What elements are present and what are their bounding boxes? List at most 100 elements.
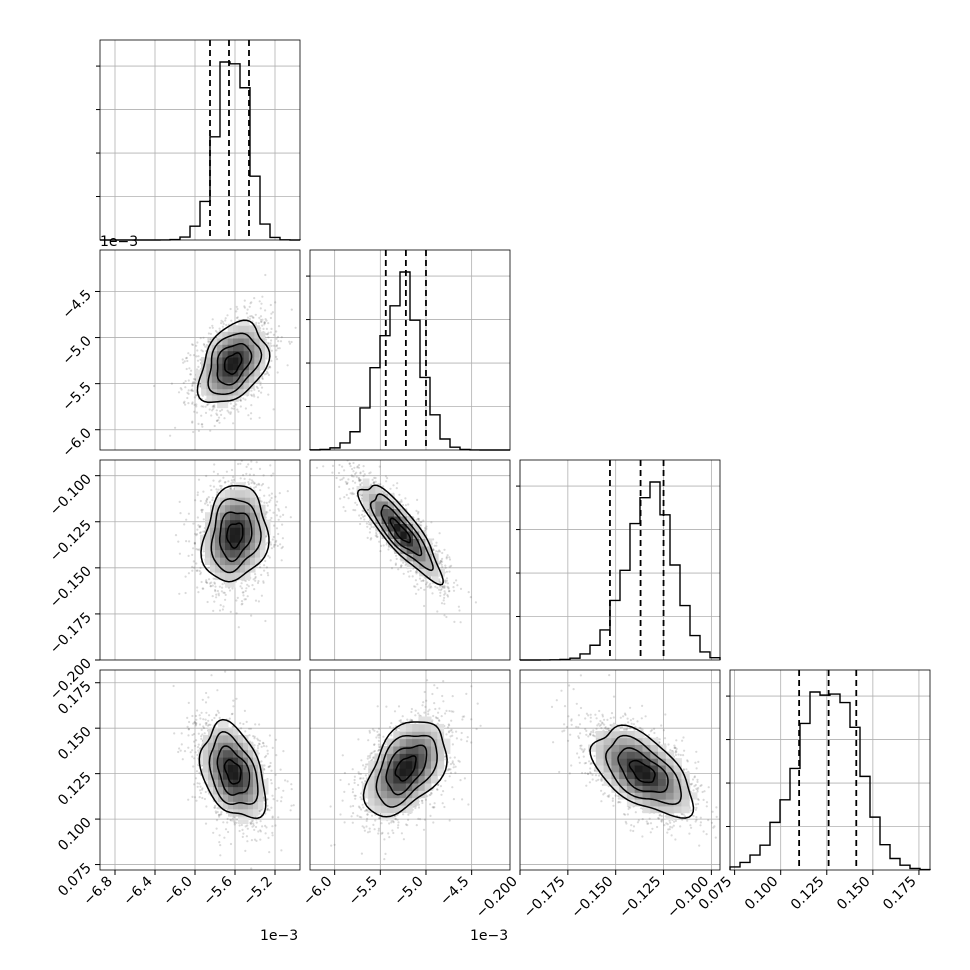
density-cell [245,572,251,581]
sample-point [232,481,235,484]
sample-point [198,569,201,573]
sample-point [235,316,238,320]
sample-point [204,405,207,408]
sample-point [368,531,371,534]
density-cell [255,534,261,543]
sample-point [398,493,401,496]
density-cell [206,363,213,371]
density-cell [225,512,231,521]
sample-point [444,566,447,569]
density-cell [211,388,218,396]
sample-point [263,321,266,324]
sample-point [435,541,438,544]
sample-point [183,360,186,363]
sample-point [352,487,355,490]
sample-point [359,522,362,526]
sample-point [279,515,282,518]
sample-point [207,337,210,341]
sample-point [370,537,373,540]
sample-point [230,482,233,485]
sample-point [205,501,208,504]
sample-point [193,542,196,545]
density-cell [205,557,211,566]
density-cell [235,572,241,581]
density-cell [230,504,236,513]
sample-point [202,405,205,408]
sample-point [193,542,196,546]
sample-point [417,519,420,523]
sample-point [352,470,355,473]
density-cell [238,338,245,345]
sample-point [270,344,273,347]
sample-point [444,581,447,584]
sample-point [446,595,450,598]
sample-point [358,479,361,482]
sample-point [372,481,375,484]
sample-point [396,482,399,485]
density-cell [245,519,251,528]
sample-point [215,596,218,599]
sample-point [213,406,216,409]
sample-point [169,434,172,437]
contour-line [218,511,253,563]
sample-point [400,564,403,567]
density-cell [243,338,250,345]
panel-frame [99,459,301,661]
sample-point [253,588,256,591]
sample-point [196,359,200,362]
sample-point [276,500,279,503]
density-cell [254,325,261,333]
density-cell [260,527,266,536]
sample-point [232,405,235,408]
density-cell [254,369,261,377]
sample-point [416,571,419,574]
density-cell [206,388,213,396]
density-cell [235,557,241,566]
sample-point [207,341,210,344]
density-cell [211,395,218,402]
density-cell [215,564,221,573]
sample-point [445,615,448,619]
sample-point [432,547,435,551]
sample-point [376,535,379,538]
density-cell [217,382,223,390]
density-cell [243,369,250,377]
sample-point [351,475,354,478]
sample-point [374,534,377,537]
sample-point [268,556,271,559]
sample-point [342,506,345,509]
sample-point [221,608,224,611]
sample-point [205,474,208,478]
sample-point [210,581,213,584]
sample-point [348,462,351,465]
sample-point [220,485,223,488]
density-cell [220,504,226,513]
sample-point [261,376,264,379]
sample-point [200,509,203,512]
sample-point [359,494,362,497]
sample-point [186,359,189,363]
sample-point [250,460,253,463]
sample-point [469,596,472,599]
sample-point [253,482,256,485]
sample-point [262,474,265,477]
contour-line [196,319,271,404]
sample-point [346,481,349,484]
sample-point [230,319,233,322]
sample-point [261,377,264,381]
sample-point [250,404,253,407]
sample-point [177,391,181,394]
sample-point [187,402,190,405]
sample-point [395,487,398,490]
sample-point [429,585,432,588]
scatter-panel-2-1 [309,459,511,661]
sample-point [260,594,263,597]
sample-point [200,508,203,511]
density-cell [255,527,261,536]
sample-point [261,318,264,321]
sample-point [265,319,268,322]
density-cell [259,363,266,371]
density-cell [201,388,207,396]
sample-point [273,543,276,547]
